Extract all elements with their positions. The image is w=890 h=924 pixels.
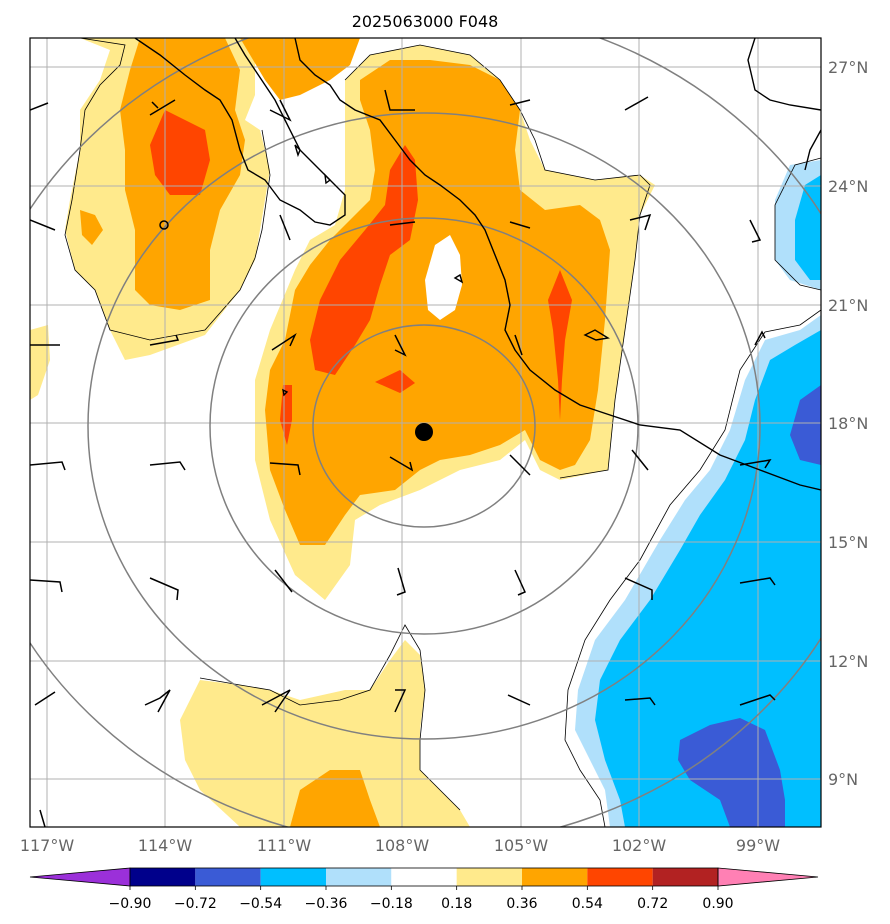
colorbar-tick-label: −0.18 <box>370 896 413 912</box>
graticule <box>30 38 821 827</box>
range-ring-inner <box>312 324 536 528</box>
secondary-marker <box>159 220 169 230</box>
range-ring-outer <box>87 112 761 740</box>
colorbar-tick-label: 0.18 <box>441 896 472 912</box>
range-ring-middle <box>209 217 639 635</box>
lon-tick-label: 108°W <box>375 836 430 855</box>
lat-tick-label: 18°N <box>828 414 868 433</box>
range-rings <box>30 38 821 827</box>
lon-tick-label: 102°W <box>612 836 667 855</box>
contour-outlines <box>64 38 821 827</box>
storm-center-marker <box>415 423 433 441</box>
colorbar-extend-low <box>29 867 131 887</box>
lat-tick-label: 27°N <box>828 58 868 77</box>
lat-tick-label: 9°N <box>828 770 858 789</box>
colorbar-tick-label: 0.36 <box>506 896 537 912</box>
lon-tick-label: 114°W <box>138 836 193 855</box>
colorbar-extend-high <box>717 867 819 887</box>
field-holes <box>425 235 462 320</box>
colorbar-tick-label: 0.54 <box>572 896 603 912</box>
field-shading-negative-mid <box>595 175 821 827</box>
map-title: 2025063000 F048 <box>352 12 499 31</box>
map-area <box>30 38 821 827</box>
colorbar-segment <box>652 868 718 886</box>
colorbar-segment <box>130 868 196 886</box>
lat-tick-label: 24°N <box>828 177 868 196</box>
colorbar-segment <box>522 868 588 886</box>
coastlines <box>134 38 821 491</box>
colorbar-segment <box>391 868 457 886</box>
colorbar-tick-label: −0.36 <box>305 896 348 912</box>
lat-tick-label: 15°N <box>828 533 868 552</box>
lat-tick-labels: 27°N 24°N 21°N 18°N 15°N 12°N 9°N <box>828 58 868 789</box>
colorbar: −0.90 −0.72 −0.54 −0.36 −0.18 0.18 0.36 0.54 0.7… <box>29 867 819 912</box>
lon-tick-label: 111°W <box>257 836 312 855</box>
colorbar-segment <box>456 868 522 886</box>
lat-tick-label: 12°N <box>828 652 868 671</box>
colorbar-tick-label: −0.72 <box>174 896 217 912</box>
lon-tick-label: 105°W <box>494 836 549 855</box>
colorbar-tick-label: −0.90 <box>109 896 152 912</box>
colorbar-frame <box>129 867 719 887</box>
lon-tick-label: 117°W <box>20 836 75 855</box>
colorbar-segment <box>587 868 653 886</box>
colorbar-tick-label: 0.72 <box>637 896 668 912</box>
colorbar-segment <box>195 868 261 886</box>
colorbar-tick-label: −0.54 <box>239 896 282 912</box>
wind-barbs <box>30 89 776 827</box>
map-frame <box>29 37 822 828</box>
lon-tick-label: 99°W <box>736 836 780 855</box>
colorbar-tick-label: 0.90 <box>702 896 733 912</box>
lat-tick-label: 21°N <box>828 296 868 315</box>
colorbar-segment <box>260 868 326 886</box>
colorbar-segment <box>326 868 392 886</box>
lon-tick-labels: 117°W 114°W 111°W 108°W 105°W 102°W 99°W <box>20 836 780 855</box>
